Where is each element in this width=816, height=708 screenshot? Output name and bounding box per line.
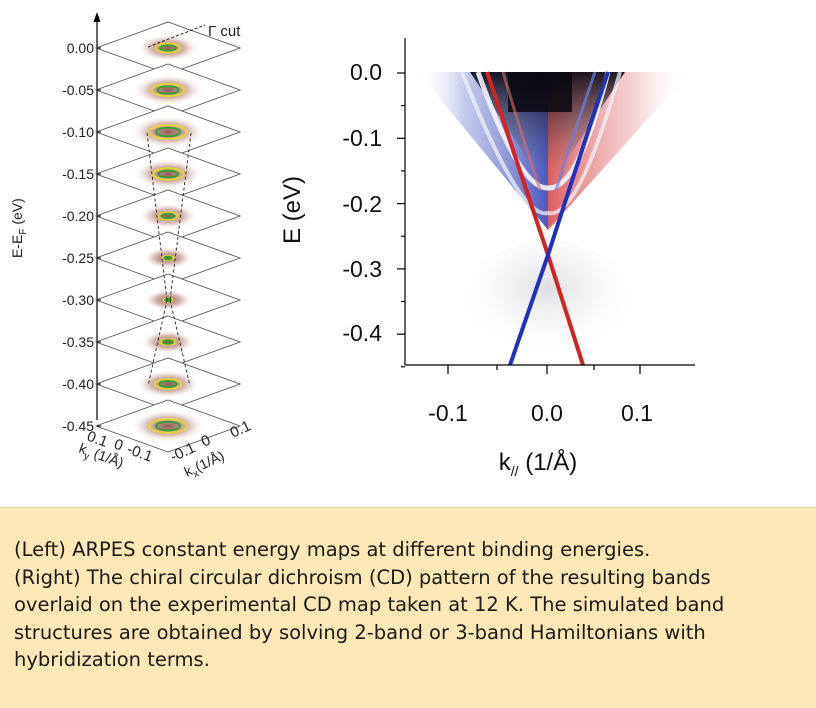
fermi-contour-ring [148, 418, 188, 434]
intensity-halo [132, 74, 204, 106]
fermi-contour-core [155, 126, 181, 138]
cone-guide-lines [146, 132, 192, 387]
intensity-halo [133, 158, 203, 190]
intensity-halo [135, 369, 201, 399]
fermi-contour-core [163, 255, 173, 261]
energy-axis-arrow-icon [93, 12, 101, 22]
fermi-contour-core [156, 85, 180, 95]
svg-text:0.1: 0.1 [85, 428, 110, 451]
intensity-halo [138, 202, 198, 230]
energy-slices [94, 21, 242, 453]
right-x-axis-label: k// (1/Å) [499, 448, 577, 479]
right-y-tick-labels: 0.0 -0.1 -0.2 -0.3 -0.4 [342, 59, 382, 346]
fermi-contour-ring [150, 82, 186, 98]
svg-text:0.1: 0.1 [621, 400, 653, 426]
figure-panel: Γ cut 0.00 -0.05 -0.10 -0.15 -0.20 -0.25 -0.30… [9, 12, 695, 481]
caption-line: (Left) ARPES constant energy maps at dif… [14, 538, 651, 561]
svg-text:-0.3: -0.3 [342, 256, 382, 282]
svg-text:-0.1: -0.1 [342, 125, 382, 151]
fermi-contour-core [157, 169, 179, 179]
cd-map: 0.0 -0.1 -0.2 -0.3 -0.4 -0.1 0.0 0.1 E (… [279, 38, 695, 479]
energy-tick-label: -0.35 [62, 334, 94, 350]
energy-tick-label: -0.25 [62, 250, 94, 266]
intensity-halo [136, 34, 200, 62]
svg-text:0.0: 0.0 [350, 59, 382, 85]
energy-tick-label: -0.40 [62, 376, 94, 392]
intensity-halo [130, 115, 206, 149]
intensity-halo [130, 409, 206, 443]
svg-text:-0.2: -0.2 [342, 191, 382, 217]
fermi-contour-ring [151, 167, 185, 181]
caption-line: (Right) The chiral circular dichroism (C… [14, 565, 711, 589]
caption-line: hybridization terms. [14, 648, 210, 671]
cd-map-image [418, 71, 690, 365]
fermi-contour-ring [153, 378, 183, 390]
caption-box: (Left) ARPES constant energy maps at dif… [0, 507, 816, 708]
energy-tick-label: -0.10 [62, 124, 94, 140]
fermi-contour-ring [157, 211, 180, 221]
arpes-figure: Γ cut 0.00-0.05-0.10-0.15-0.20-0.25-0.30… [9, 12, 695, 480]
caption-line: structures are obtained by solving 2-ban… [14, 620, 706, 644]
caption-line: overlaid on the experimental CD map take… [14, 593, 725, 616]
energy-tick-label: -0.20 [62, 208, 94, 224]
right-x-tick-labels: -0.1 0.0 0.1 [428, 400, 653, 426]
intensity-halo [142, 246, 194, 270]
energy-tick-label: 0.00 [67, 40, 94, 56]
gamma-cut-line [147, 24, 206, 48]
energy-tick-label: -0.15 [62, 166, 94, 182]
energy-tick-label: -0.30 [62, 292, 94, 308]
energy-tick-labels: 0.00 -0.05 -0.10 -0.15 -0.20 -0.25 -0.30 -0.35 -… [62, 40, 101, 434]
intensity-halo [140, 329, 196, 355]
svg-text:-0.4: -0.4 [342, 320, 382, 346]
fermi-contour-ring [159, 338, 177, 346]
ky-tick-labels: 0.1 0 -0.1 [85, 428, 155, 466]
svg-text:0.0: 0.0 [531, 400, 563, 426]
fermi-contour-core [164, 298, 172, 302]
fermi-contour-core [159, 44, 177, 52]
gamma-cut-annotation: Γ cut [208, 23, 241, 40]
energy-tick-label: -0.05 [62, 82, 94, 98]
constant-energy-maps: Γ cut 0.00 -0.05 -0.10 -0.15 -0.20 -0.25 -0.30… [9, 12, 254, 480]
right-x-tick-marks [447, 365, 641, 374]
energy-tick-label: -0.45 [62, 418, 94, 434]
fermi-contour-ring [148, 124, 188, 140]
fermi-contour-core [155, 420, 181, 432]
fermi-contour-core [162, 339, 174, 345]
fermi-contour-core [160, 212, 176, 220]
fermi-contour-core [158, 380, 178, 388]
svg-text:-0.1: -0.1 [428, 400, 468, 426]
svg-text:0.1: 0.1 [228, 417, 254, 441]
right-y-tick-marks [397, 72, 405, 368]
fermi-contour-ring [154, 42, 182, 54]
right-y-axis-label: E (eV) [279, 176, 306, 244]
left-y-axis-label: E-EF (eV) [9, 198, 29, 258]
